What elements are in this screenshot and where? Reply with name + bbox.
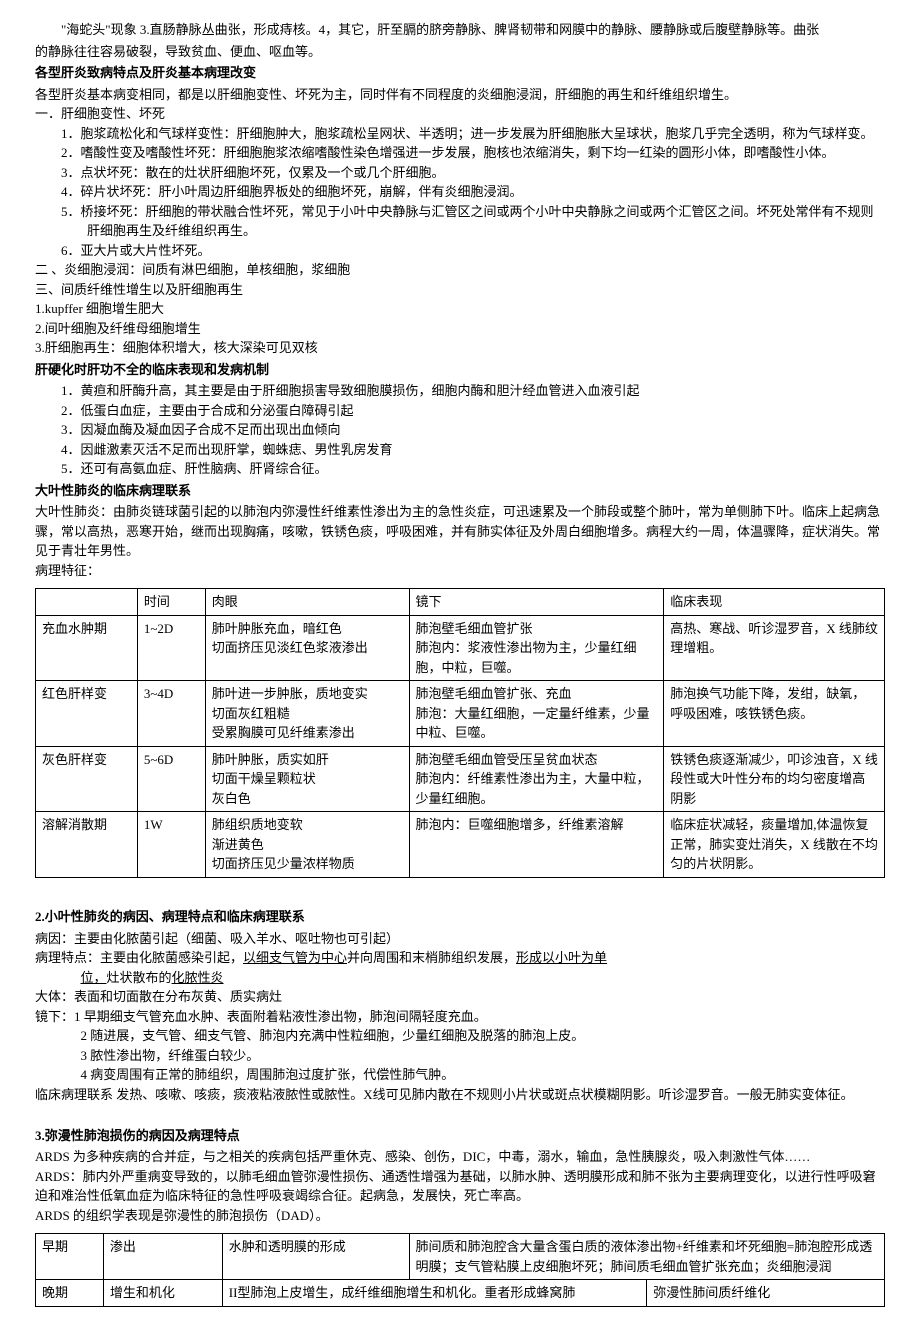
sec1-sub: 1.kupffer 细胞增生肥大 [35, 299, 885, 319]
sec1-p1: 各型肝炎基本病变相同，都是以肝细胞变性、坏死为主，同时伴有不同程度的炎细胞浸润，… [35, 85, 885, 105]
text: 并向周围和末梢肺组织发展， [347, 950, 516, 965]
cell: 3~4D [137, 681, 205, 747]
cell: II型肺泡上皮增生，成纤维细胞增生和机化。重者形成蜂窝肺 [222, 1280, 647, 1307]
table-row: 红色肝样变 3~4D 肺叶进一步肿胀，质地变实切面灰红粗糙受累胸膜可见纤维素渗出… [36, 681, 885, 747]
sec3-p2: 病理特征： [35, 561, 885, 581]
cell: 肺叶进一步肿胀，质地变实切面灰红粗糙受累胸膜可见纤维素渗出 [205, 681, 409, 747]
pneumonia-table: 时间 肉眼 镜下 临床表现 充血水肿期 1~2D 肺叶肿胀充血，暗红色切面挤压见… [35, 588, 885, 878]
sec4-title: 2.小叶性肺炎的病因、病理特点和临床病理联系 [35, 907, 885, 927]
cell: 5~6D [137, 746, 205, 812]
th: 镜下 [409, 589, 664, 616]
cell: 弥漫性肺间质纤维化 [647, 1280, 885, 1307]
sec4-l3: 大体：表面和切面散在分布灰黄、质实病灶 [35, 987, 885, 1007]
sec4-l4c: 3 脓性渗出物，纤维蛋白较少。 [35, 1046, 885, 1066]
table-row: 晚期 增生和机化 II型肺泡上皮增生，成纤维细胞增生和机化。重者形成蜂窝肺 弥漫… [36, 1280, 885, 1307]
cell: 肺叶肿胀，质实如肝切面干燥呈颗粒状灰白色 [205, 746, 409, 812]
th: 临床表现 [664, 589, 885, 616]
text: 灶状散布的 [107, 970, 172, 985]
table-row: 充血水肿期 1~2D 肺叶肿胀充血，暗红色切面挤压见淡红色浆液渗出 肺泡壁毛细血… [36, 615, 885, 681]
sec3-title: 大叶性肺炎的临床病理联系 [35, 481, 885, 501]
sec5-p3: ARDS 的组织学表现是弥漫性的肺泡损伤（DAD）。 [35, 1206, 885, 1226]
underlined-text: 化脓性炎 [172, 970, 224, 985]
cell: 1~2D [137, 615, 205, 681]
cell: 充血水肿期 [36, 615, 138, 681]
underlined-text: 位， [81, 970, 107, 985]
sec1-item: 3．点状坏死：散在的灶状肝细胞坏死，仅累及一个或几个肝细胞。 [61, 163, 885, 183]
cell: 渗出 [103, 1234, 222, 1280]
sec5-title: 3.弥漫性肺泡损伤的病因及病理特点 [35, 1126, 885, 1146]
table-row: 溶解消散期 1W 肺组织质地变软渐进黄色切面挤压见少量浓样物质 肺泡内：巨噬细胞… [36, 812, 885, 878]
underlined-text: 以细支气管为中心 [243, 950, 347, 965]
sec2-item: 4．因雌激素灭活不足而出现肝掌，蜘蛛痣、男性乳房发育 [61, 440, 885, 460]
sec4-l1: 病因：主要由化脓菌引起（细菌、吸入羊水、呕吐物也可引起） [35, 929, 885, 949]
sec1-title: 各型肝炎致病特点及肝炎基本病理改变 [35, 63, 885, 83]
cell: 肺泡壁毛细血管扩张、充血肺泡：大量红细胞，一定量纤维素，少量中粒、巨噬。 [409, 681, 664, 747]
cell: 增生和机化 [103, 1280, 222, 1307]
cell: 1W [137, 812, 205, 878]
sec1-item: 4．碎片状坏死：肝小叶周边肝细胞界板处的细胞坏死，崩解，伴有炎细胞浸润。 [61, 182, 885, 202]
table-row: 灰色肝样变 5~6D 肺叶肿胀，质实如肝切面干燥呈颗粒状灰白色 肺泡壁毛细血管受… [36, 746, 885, 812]
cell: 肺泡壁毛细血管受压呈贫血状态肺泡内：纤维素性渗出为主，大量中粒，少量红细胞。 [409, 746, 664, 812]
sec2-item: 5．还可有高氨血症、肝性脑病、肝肾综合征。 [61, 459, 885, 479]
sec5-p2: ARDS：肺内外严重病变导致的，以肺毛细血管弥漫性损伤、通透性增强为基础，以肺水… [35, 1167, 885, 1206]
cell: 肺泡壁毛细血管扩张肺泡内：浆液性渗出物为主，少量红细胞，中粒，巨噬。 [409, 615, 664, 681]
sec1-item: 2．嗜酸性变及嗜酸性坏死：肝细胞胞浆浓缩嗜酸性染色增强进一步发展，胞核也浓缩消失… [61, 143, 885, 163]
cell: 晚期 [36, 1280, 104, 1307]
sec1-item: 6．亚大片或大片性坏死。 [61, 241, 885, 261]
sec4-l4d: 4 病变周围有正常的肺组织，周围肺泡过度扩张，代偿性肺气肿。 [35, 1065, 885, 1085]
sec2-item: 1．黄疸和肝酶升高，其主要是由于肝细胞损害导致细胞膜损伤，细胞内酶和胆汁经血管进… [61, 381, 885, 401]
sec1-h3: 三、间质纤维性增生以及肝细胞再生 [35, 280, 885, 300]
cell: 肺叶肿胀充血，暗红色切面挤压见淡红色浆液渗出 [205, 615, 409, 681]
cell: 肺间质和肺泡腔含大量含蛋白质的液体渗出物+纤维素和坏死细胞=肺泡腔形成透明膜；支… [409, 1234, 884, 1280]
th: 肉眼 [205, 589, 409, 616]
sec1-h2: 二 、炎细胞浸润：间质有淋巴细胞，单核细胞，浆细胞 [35, 260, 885, 280]
sec5-p1: ARDS 为多种疾病的合并症，与之相关的疾病包括严重休克、感染、创伤，DIC，中… [35, 1147, 885, 1167]
cell: 铁锈色痰逐渐减少，叩诊浊音，X 线段性或大叶性分布的均匀密度增高阴影 [664, 746, 885, 812]
cell: 红色肝样变 [36, 681, 138, 747]
cell: 水肿和透明膜的形成 [222, 1234, 409, 1280]
sec1-sub: 2.间叶细胞及纤维母细胞增生 [35, 319, 885, 339]
sec3-p1: 大叶性肺炎：由肺炎链球菌引起的以肺泡内弥漫性纤维素性渗出为主的急性炎症，可迅速累… [35, 502, 885, 561]
sec4-l2: 病理特点：主要由化脓菌感染引起，以细支气管为中心并向周围和末梢肺组织发展，形成以… [35, 948, 885, 968]
cell: 溶解消散期 [36, 812, 138, 878]
sec4-l4b: 2 随进展，支气管、细支气管、肺泡内充满中性粒细胞，少量红细胞及脱落的肺泡上皮。 [35, 1026, 885, 1046]
sec4-l5: 临床病理联系 发热、咳嗽、咳痰，痰液粘液脓性或脓性。X线可见肺内散在不规则小片状… [35, 1085, 885, 1105]
table-row: 早期 渗出 水肿和透明膜的形成 肺间质和肺泡腔含大量含蛋白质的液体渗出物+纤维素… [36, 1234, 885, 1280]
cell: 临床症状减轻，痰量增加,体温恢复正常，肺实变灶消失，X 线散在不均匀的片状阴影。 [664, 812, 885, 878]
th: 时间 [137, 589, 205, 616]
sec1-item: 1．胞浆疏松化和气球样变性：肝细胞肿大，胞浆疏松呈网状、半透明；进一步发展为肝细… [61, 124, 885, 144]
sec2-item: 3．因凝血酶及凝血因子合成不足而出现出血倾向 [61, 420, 885, 440]
cell: 肺泡内：巨噬细胞增多，纤维素溶解 [409, 812, 664, 878]
cell: 高热、寒战、听诊湿罗音，X 线肺纹理增粗。 [664, 615, 885, 681]
cell: 肺组织质地变软渐进黄色切面挤压见少量浓样物质 [205, 812, 409, 878]
sec1-sub: 3.肝细胞再生：细胞体积增大，核大深染可见双核 [35, 338, 885, 358]
sec1-item: 5．桥接坏死：肝细胞的带状融合性坏死，常见于小叶中央静脉与汇管区之间或两个小叶中… [61, 202, 885, 241]
intro-line2: 的静脉往往容易破裂，导致贫血、便血、呕血等。 [35, 42, 885, 62]
sec2-item: 2．低蛋白血症，主要由于合成和分泌蛋白障碍引起 [61, 401, 885, 421]
sec4-l2-cont: 位，灶状散布的化脓性炎 [35, 968, 885, 988]
ards-table: 早期 渗出 水肿和透明膜的形成 肺间质和肺泡腔含大量含蛋白质的液体渗出物+纤维素… [35, 1233, 885, 1307]
th [36, 589, 138, 616]
intro-line1: "海蛇头"现象 3.直肠静脉丛曲张，形成痔核。4，其它，肝至膈的脐旁静脉、脾肾韧… [35, 20, 885, 40]
underlined-text: 形成以小叶为单 [516, 950, 607, 965]
sec2-title: 肝硬化时肝功不全的临床表现和发病机制 [35, 360, 885, 380]
cell: 早期 [36, 1234, 104, 1280]
cell: 灰色肝样变 [36, 746, 138, 812]
sec4-l4a: 镜下：1 早期细支气管充血水肿、表面附着粘液性渗出物，肺泡间隔轻度充血。 [35, 1007, 885, 1027]
cell: 肺泡换气功能下降，发绀，缺氧，呼吸困难，咳铁锈色痰。 [664, 681, 885, 747]
text: 病理特点：主要由化脓菌感染引起， [35, 950, 243, 965]
sec1-h1: 一．肝细胞变性、坏死 [35, 104, 885, 124]
